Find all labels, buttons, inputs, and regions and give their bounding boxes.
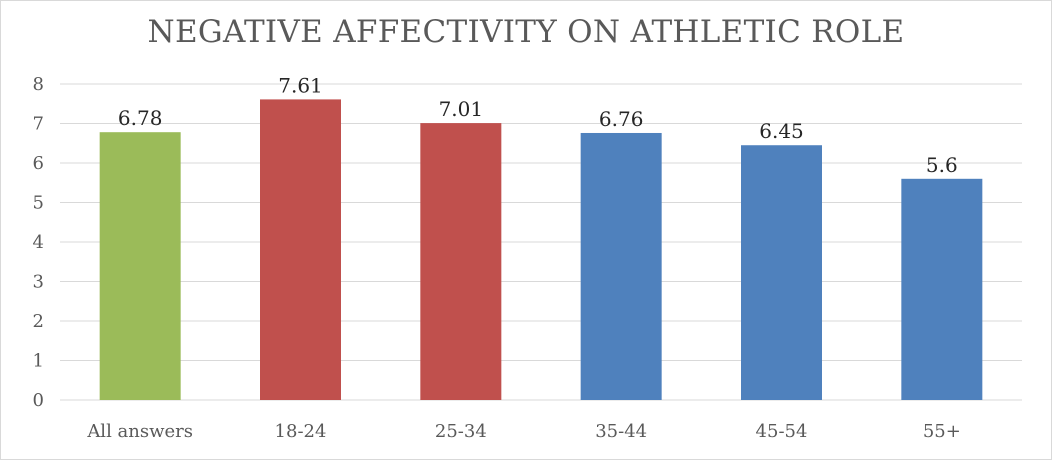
chart-title: NEGATIVE AFFECTIVITY ON ATHLETIC ROLE bbox=[147, 14, 905, 50]
data-label-1: 7.61 bbox=[278, 73, 323, 97]
y-tick-label-4: 4 bbox=[33, 232, 44, 253]
y-tick-label-2: 2 bbox=[33, 311, 44, 332]
bar-2 bbox=[420, 123, 502, 400]
y-tick-label-0: 0 bbox=[33, 390, 44, 411]
bar-5 bbox=[901, 178, 983, 400]
data-label-2: 7.01 bbox=[439, 97, 484, 121]
y-tick-label-8: 8 bbox=[33, 74, 44, 95]
data-label-5: 5.6 bbox=[926, 153, 958, 177]
y-tick-label-6: 6 bbox=[33, 153, 44, 174]
x-tick-label-4: 45-54 bbox=[756, 421, 808, 442]
x-tick-label-3: 35-44 bbox=[595, 421, 647, 442]
y-tick-label-1: 1 bbox=[33, 351, 44, 372]
data-label-3: 6.76 bbox=[599, 107, 644, 131]
bar-4 bbox=[741, 145, 822, 400]
x-tick-label-1: 18-24 bbox=[275, 421, 327, 442]
bar-0 bbox=[99, 132, 181, 400]
x-tick-label-2: 25-34 bbox=[435, 421, 487, 442]
data-label-0: 6.78 bbox=[118, 106, 163, 130]
y-tick-label-5: 5 bbox=[33, 193, 44, 214]
bar-3 bbox=[580, 132, 662, 401]
data-label-4: 6.45 bbox=[759, 119, 804, 143]
bar-1 bbox=[260, 99, 341, 400]
x-tick-label-0: All answers bbox=[86, 421, 193, 442]
x-tick-label-5: 55+ bbox=[923, 421, 961, 442]
y-tick-label-3: 3 bbox=[33, 272, 44, 293]
y-tick-label-7: 7 bbox=[33, 114, 44, 135]
